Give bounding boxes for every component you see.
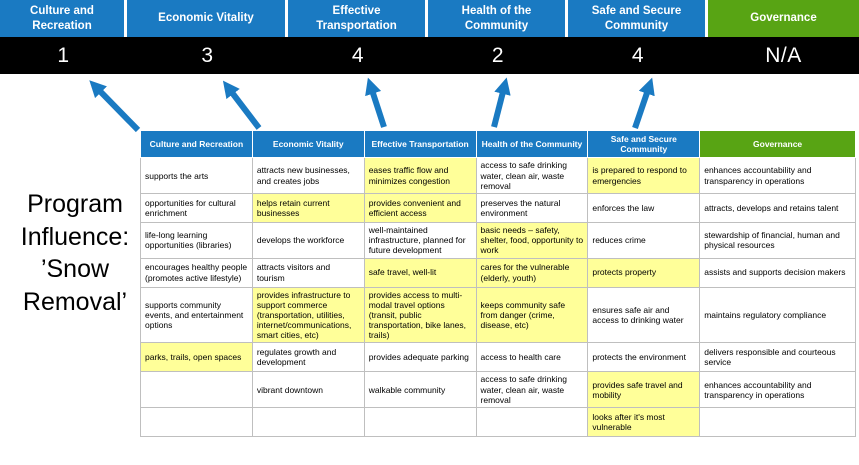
matrix-header: Economic Vitality — [251, 129, 365, 159]
summary-col-score: 4 — [351, 43, 365, 67]
summary-col-label: Governance — [708, 0, 859, 37]
matrix-cell: eases traffic flow and minimizes congest… — [363, 157, 477, 194]
matrix-row: life-long learning opportunities (librar… — [140, 221, 856, 259]
matrix-cell: enhances accountability and transparency… — [699, 371, 856, 408]
matrix-cell: basic needs – safety, shelter, food, opp… — [475, 221, 589, 259]
matrix-cell: provides infrastructure to support comme… — [251, 286, 365, 344]
matrix-header: Governance — [699, 129, 856, 159]
matrix-cell: well-maintained infrastructure, planned … — [363, 221, 477, 259]
matrix-cell: preserves the natural environment — [475, 192, 589, 223]
matrix-cell: access to health care — [475, 342, 589, 373]
matrix-cell: keeps community safe from danger (crime,… — [475, 286, 589, 344]
matrix-cell: protects property — [587, 257, 701, 288]
matrix-cell: encourages healthy people (promotes acti… — [140, 257, 253, 288]
matrix-cell: vibrant downtown — [251, 371, 365, 408]
matrix-header: Culture and Recreation — [140, 129, 253, 159]
summary-col-label: Economic Vitality — [127, 0, 288, 37]
matrix-row: looks after it's most vulnerable — [140, 407, 856, 437]
summary-col-score: N/A — [765, 43, 802, 67]
matrix-cell: life-long learning opportunities (librar… — [140, 221, 253, 259]
matrix-cell — [363, 407, 477, 437]
page-title: Program Influence: ’Snow Removal’ — [20, 190, 130, 316]
matrix-header: Health of the Community — [475, 129, 589, 159]
matrix-cell — [475, 407, 589, 437]
matrix-cell: provides access to multi-modal travel op… — [363, 286, 477, 344]
matrix-cell: provides safe travel and mobility — [587, 371, 701, 408]
matrix-cell: attracts visitors and tourism — [251, 257, 365, 288]
matrix-cell — [140, 371, 253, 408]
matrix-cell: reduces crime — [587, 221, 701, 259]
matrix-row: parks, trails, open spaces regulates grow… — [140, 342, 856, 373]
matrix-row: supports the arts attracts new businesses… — [140, 157, 856, 194]
matrix-cell: provides adequate parking — [363, 342, 477, 373]
matrix-cell: attracts new businesses, and creates job… — [251, 157, 365, 194]
influence-matrix: Culture and Recreation Economic Vitality E… — [140, 129, 856, 437]
summary-col-score: 2 — [491, 43, 505, 67]
matrix-cell: supports the arts — [140, 157, 253, 194]
up-arrow-icon — [222, 80, 262, 130]
matrix-cell: protects the environment — [587, 342, 701, 373]
matrix-cell: stewardship of financial, human and phys… — [699, 221, 856, 259]
matrix-cell: cares for the vulnerable (elderly, youth… — [475, 257, 589, 288]
summary-col-score: 4 — [631, 43, 645, 67]
matrix-header: Effective Transportation — [363, 129, 477, 159]
matrix-cell: safe travel, well-lit — [363, 257, 477, 288]
matrix-cell: walkable community — [363, 371, 477, 408]
matrix-cell: maintains regulatory compliance — [699, 286, 856, 344]
summary-col-label: Safe and Secure Community — [568, 0, 708, 37]
summary-header-row: Culture and Recreation Economic Vitality E… — [0, 0, 859, 37]
matrix-row: opportunities for cultural enrichment hel… — [140, 192, 856, 223]
matrix-cell: opportunities for cultural enrichment — [140, 192, 253, 223]
up-arrow-icon — [632, 77, 655, 129]
matrix-cell: provides convenient and efficient access — [363, 192, 477, 223]
matrix-cell — [699, 407, 856, 437]
up-arrow-icon — [365, 77, 387, 128]
matrix-header-row: Culture and Recreation Economic Vitality E… — [140, 129, 856, 159]
matrix-cell — [140, 407, 253, 437]
summary-col-score: 3 — [201, 43, 214, 67]
summary-col-score: 1 — [57, 43, 70, 67]
up-arrow-icon — [89, 80, 141, 133]
matrix-cell: develops the workforce — [251, 221, 365, 259]
score-row: 1 3 4 2 4 N/A — [0, 37, 859, 74]
matrix-row: encourages healthy people (promotes acti… — [140, 257, 856, 288]
matrix-cell: attracts, develops and retains talent — [699, 192, 856, 223]
summary-col-label: Culture and Recreation — [0, 0, 127, 37]
matrix-row: supports community events, and entertain… — [140, 286, 856, 344]
matrix-cell: supports community events, and entertain… — [140, 286, 253, 344]
matrix-cell: access to safe drinking water, clean air… — [475, 371, 589, 408]
matrix-cell: looks after it's most vulnerable — [587, 407, 701, 437]
matrix-row: vibrant downtown walkable community access… — [140, 371, 856, 408]
matrix-cell: enforces the law — [587, 192, 701, 223]
matrix-cell: ensures safe air and access to drinking … — [587, 286, 701, 344]
summary-col-label: Effective Transportation — [288, 0, 428, 37]
matrix-cell: is prepared to respond to emergencies — [587, 157, 701, 194]
matrix-cell: assists and supports decision makers — [699, 257, 856, 288]
matrix-body: supports the arts attracts new businesses… — [140, 157, 856, 437]
matrix-cell: parks, trails, open spaces — [140, 342, 253, 373]
matrix-cell: helps retain current businesses — [251, 192, 365, 223]
matrix-cell: access to safe drinking water, clean air… — [475, 157, 589, 194]
up-arrow-icon — [491, 77, 511, 128]
arrows-layer — [89, 77, 655, 133]
matrix-cell: regulates growth and development — [251, 342, 365, 373]
matrix-cell — [251, 407, 365, 437]
matrix-cell: enhances accountability and transparency… — [699, 157, 856, 194]
summary-col-label: Health of the Community — [428, 0, 568, 37]
matrix-header: Safe and Secure Community — [587, 129, 701, 159]
matrix-cell: delivers responsible and courteous servi… — [699, 342, 856, 373]
